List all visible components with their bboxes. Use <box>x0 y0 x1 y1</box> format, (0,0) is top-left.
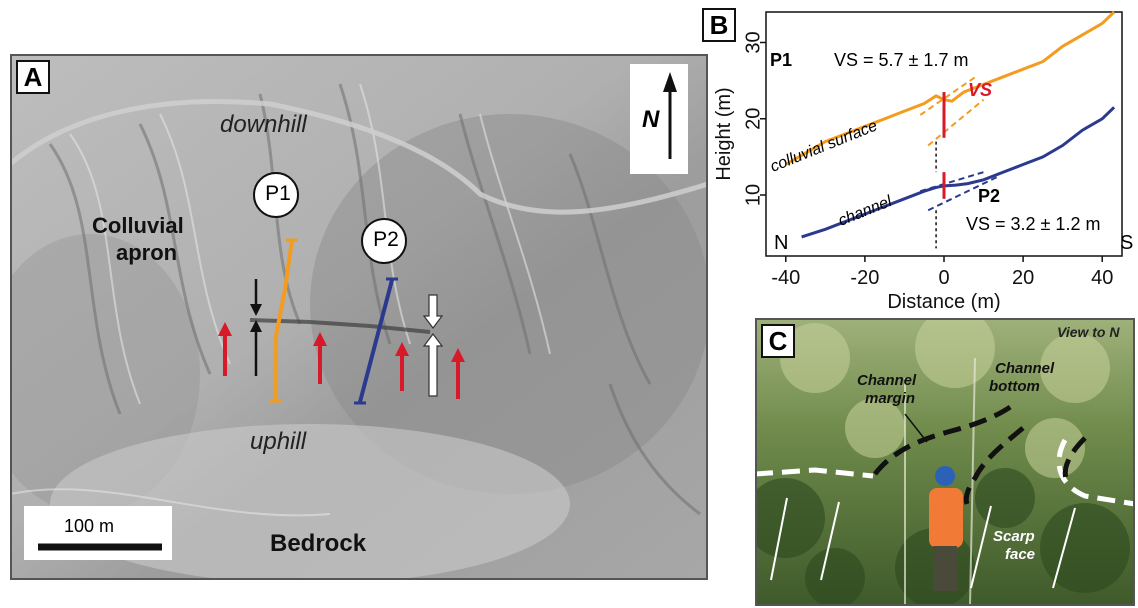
y-axis-label: Height (m) <box>713 87 735 180</box>
vs-label: VS <box>968 80 992 101</box>
vs-p2-text: VS = 3.2 ± 1.2 m <box>966 214 1100 235</box>
uphill-label: uphill <box>250 428 306 456</box>
x-tick-label: -40 <box>771 267 800 289</box>
x-tick-label: -20 <box>850 267 879 289</box>
view-direction-label: View to N <box>1057 324 1120 340</box>
north-label: N <box>642 106 659 134</box>
x-tick-label: 20 <box>1012 267 1034 289</box>
y-tick-label: 30 <box>742 31 764 53</box>
bedrock-label: Bedrock <box>270 530 366 558</box>
profile-p2-marker: P2 <box>366 228 406 252</box>
panel-a-label: A <box>16 60 50 94</box>
channel-margin-label-2: margin <box>865 390 915 407</box>
x-axis-label: Distance (m) <box>887 291 1000 313</box>
scale-bar <box>38 544 162 551</box>
chart-p1-label: P1 <box>770 50 792 71</box>
channel-bottom-label-1: Channel <box>995 360 1054 377</box>
channel-bottom-label-2: bottom <box>989 378 1040 395</box>
panel-c: C View to N Channel margin Channel botto… <box>755 318 1135 606</box>
fit-line-lower <box>928 100 983 146</box>
north-end-label: N <box>774 232 788 255</box>
profile-p1-marker: P1 <box>258 182 298 206</box>
colluvial-label: Colluvial <box>92 213 184 239</box>
panel-c-label: C <box>761 324 795 358</box>
x-tick-label: 0 <box>938 267 949 289</box>
downhill-label: downhill <box>220 111 307 139</box>
y-tick-label: 10 <box>742 184 764 206</box>
chart-p2-label: P2 <box>978 186 1000 207</box>
hillshade-map <box>10 54 708 580</box>
scarp-face-label-1: Scarp <box>993 528 1035 545</box>
scale-bar-label: 100 m <box>64 516 114 537</box>
apron-label: apron <box>116 240 177 266</box>
scarp-face-label-2: face <box>1005 546 1035 563</box>
x-tick-label: 40 <box>1091 267 1113 289</box>
field-photo <box>755 318 1135 606</box>
north-arrow-icon <box>664 70 678 160</box>
south-end-label: S <box>1120 232 1133 255</box>
channel-margin-label-1: Channel <box>857 372 916 389</box>
panel-a: A N downhill uphill Colluvial apron Bedr… <box>10 54 708 580</box>
vs-p1-text: VS = 5.7 ± 1.7 m <box>834 50 968 71</box>
y-tick-label: 20 <box>742 108 764 130</box>
